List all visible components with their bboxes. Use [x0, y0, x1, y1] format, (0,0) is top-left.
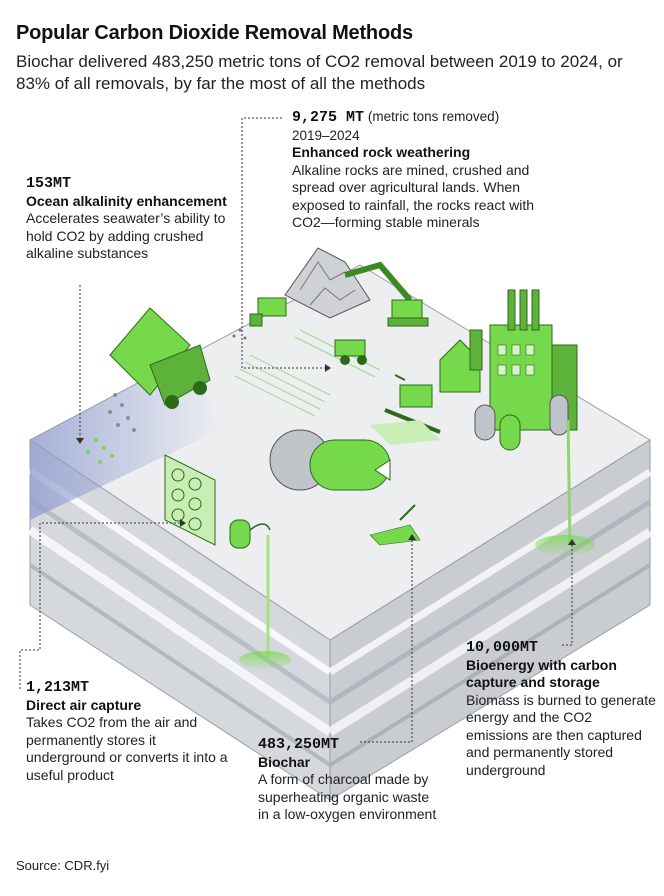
callout-leader-lines: [19, 117, 573, 743]
callout-value: 1,213MT: [26, 679, 90, 696]
excavator-icon: [344, 261, 429, 327]
callout-value: 9,275 MT: [292, 109, 365, 126]
callout-name: Biochar: [258, 753, 311, 770]
source-note: Source: CDR.fyi: [16, 858, 110, 873]
page-title: Popular Carbon Dioxide Removal Methods: [16, 22, 413, 44]
spreader-tractor-icon: [334, 339, 367, 365]
callout-name: Ocean alkalinity enhancement: [26, 192, 227, 209]
callout-description: A form of charcoal made by superheating …: [258, 771, 437, 822]
callout-ocean-alkalinity: 153MT Ocean alkalinity enhancement Accel…: [26, 174, 234, 263]
callout-direct-air-capture: 1,213MT Direct air capture Takes CO2 fro…: [26, 678, 236, 784]
callout-name: Direct air capture: [26, 696, 142, 713]
callout-value: 153MT: [26, 175, 72, 192]
callout-name: Enhanced rock weathering: [292, 144, 471, 160]
callout-unit-note: (metric tons removed): [367, 109, 500, 124]
callout-name: Bioenergy with carbon capture and storag…: [466, 656, 617, 691]
farmhouse-icon: [439, 329, 483, 393]
biochar-kiln-icon: [269, 429, 421, 546]
callout-enhanced-rock-weathering: 9,275 MT (metric tons removed) 2019–2024…: [292, 108, 562, 232]
callout-biochar: 483,250MT Biochar A form of charcoal mad…: [258, 735, 438, 824]
dump-truck-icon: [86, 307, 211, 464]
callout-description: Alkaline rocks are mined, crushed and sp…: [292, 161, 535, 231]
field-rows: [234, 329, 381, 417]
callout-value: 10,000MT: [466, 639, 539, 656]
rock-mound-icon: [284, 247, 371, 319]
direct-air-capture-unit-icon: [164, 454, 291, 669]
page-subtitle: Biochar delivered 483,250 metric tons of…: [16, 52, 623, 93]
power-plant-icon: [474, 289, 595, 555]
harvester-icon: [370, 374, 441, 445]
callout-arrowheads: [76, 364, 576, 545]
callout-description: Biomass is burned to generate energy and…: [466, 691, 656, 778]
callout-value: 483,250MT: [258, 736, 340, 753]
callout-years: 2019–2024: [292, 127, 360, 143]
callout-description: Takes CO2 from the air and permanently s…: [26, 714, 228, 783]
callout-bioenergy-ccs: 10,000MT Bioenergy with carbon capture a…: [466, 638, 656, 779]
callout-description: Accelerates seawater’s ability to hold C…: [26, 210, 226, 261]
bulldozer-icon: [232, 297, 287, 340]
